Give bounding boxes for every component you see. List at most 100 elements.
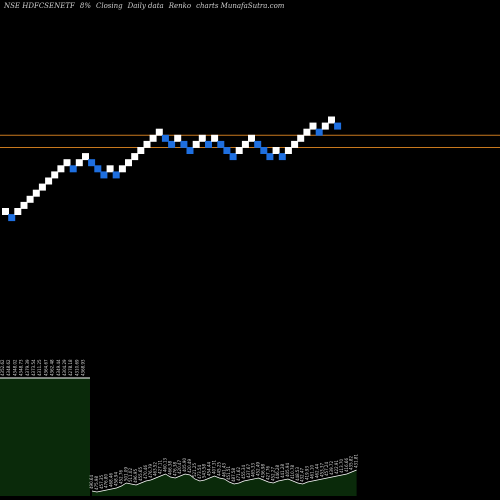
- renko-brick-19: [118, 165, 126, 173]
- volume-area: [92, 470, 357, 496]
- renko-brick-18: [112, 171, 120, 179]
- renko-brick-30: [186, 147, 194, 154]
- volume-label-43: 432.47: [300, 468, 305, 482]
- volume-left-label-2: 4348.02: [12, 359, 17, 376]
- renko-brick-37: [229, 153, 237, 161]
- volume-label-9: 496.95: [133, 469, 138, 483]
- volume-label-31: 455.34: [241, 465, 246, 479]
- volume-left-label-13: 4368.93: [81, 359, 86, 376]
- chart-header: NSE HDFCSENETF 8% Closing Daily data Renko ch…: [4, 2, 289, 10]
- volume-label-42: 448.53: [295, 467, 300, 481]
- renko-brick-46: [284, 147, 292, 154]
- volume-label-8: 511.02: [128, 468, 133, 482]
- volume-label-45: 461.10: [310, 465, 315, 479]
- volume-left-label-8: 4362.48: [50, 359, 55, 376]
- volume-left-block: [0, 378, 90, 496]
- renko-brick-13: [82, 153, 89, 161]
- renko-brick-14: [88, 159, 96, 167]
- renko-brick-5: [32, 189, 40, 197]
- renko-brick-49: [303, 128, 311, 136]
- renko-brick-22: [137, 147, 145, 154]
- renko-brick-50: [309, 122, 317, 130]
- renko-brick-21: [131, 153, 139, 161]
- header-chart-kind: Renko: [168, 2, 192, 10]
- volume-label-14: 427.11: [158, 460, 163, 474]
- renko-brick-8: [51, 171, 59, 179]
- volume-left-label-10: 4304.29: [62, 359, 67, 376]
- volume-label-18: 420.47: [177, 460, 182, 474]
- renko-brick-2: [14, 208, 22, 215]
- renko-brick-27: [168, 140, 176, 148]
- renko-brick-41: [254, 140, 262, 148]
- renko-brick-52: [321, 122, 329, 130]
- volume-label-24: 454.44: [207, 462, 212, 476]
- header-period: Daily data: [127, 2, 164, 10]
- renko-brick-6: [38, 183, 46, 191]
- renko-brick-40: [248, 134, 255, 142]
- volume-label-3: 476.80: [104, 474, 109, 488]
- volume-label-23: 543.58: [202, 464, 207, 478]
- renko-brick-39: [241, 140, 249, 148]
- volume-label-47: 453.37: [319, 463, 324, 477]
- volume-label-46: 462.44: [314, 464, 319, 478]
- volume-label-29: 487.58: [231, 468, 236, 482]
- volume-label-12: 476.79: [148, 464, 153, 478]
- renko-brick-24: [149, 134, 157, 142]
- renko-brick-23: [143, 140, 151, 148]
- volume-label-32: 437.67: [246, 464, 251, 478]
- volume-left-label-9: 4349.44: [56, 359, 61, 376]
- volume-label-51: 413.70: [339, 459, 344, 473]
- renko-brick-35: [217, 140, 225, 148]
- volume-label-26: 445.25: [216, 462, 221, 476]
- renko-brick-16: [100, 171, 108, 179]
- renko-brick-43: [266, 153, 274, 161]
- volume-left-label-7: 4364.67: [43, 359, 48, 376]
- renko-brick-44: [272, 147, 280, 154]
- renko-brick-17: [106, 165, 114, 173]
- volume-label-41: 410.78: [290, 465, 295, 479]
- renko-brick-29: [180, 140, 188, 148]
- renko-brick-0: [2, 208, 9, 215]
- renko-brick-7: [45, 177, 53, 185]
- renko-brick-32: [198, 134, 206, 142]
- volume-label-27: 461.43: [221, 463, 226, 477]
- volume-label-33: 465.33: [251, 463, 256, 477]
- renko-brick-53: [328, 116, 335, 124]
- renko-brick-11: [69, 165, 77, 173]
- header-symbol: NSE HDFCSENETF: [4, 2, 75, 10]
- volume-label-37: 452.27: [270, 467, 275, 481]
- volume-label-28: 451.51: [226, 466, 231, 480]
- volume-label-35: 436.98: [261, 464, 266, 478]
- renko-brick-48: [297, 134, 305, 142]
- volume-line: [91, 469, 357, 493]
- volume-label-38: 446.28: [275, 465, 280, 479]
- volume-label-20: 420.49: [187, 459, 192, 473]
- volume-label-52: 416.66: [344, 458, 349, 472]
- volume-label-13: 463.52: [153, 462, 158, 476]
- volume-label-15: 460.13: [163, 458, 168, 472]
- volume-label-16: 466.38: [167, 461, 172, 475]
- volume-left-label-3: 4348.73: [19, 359, 24, 376]
- volume-label-50: 422.91: [334, 460, 339, 474]
- volume-label-25: 407.31: [212, 460, 217, 474]
- renko-brick-12: [75, 159, 83, 167]
- renko-brick-54: [334, 122, 342, 130]
- renko-brick-45: [278, 153, 286, 161]
- renko-brick-47: [291, 140, 299, 148]
- volume-left-label-4: 4379.39: [25, 359, 30, 376]
- renko-brick-15: [94, 165, 102, 173]
- volume-label-54: 431.81: [354, 454, 359, 468]
- renko-brick-4: [26, 195, 34, 203]
- header-mode: Closing: [95, 2, 123, 10]
- volume-label-4: 468.46: [109, 473, 114, 487]
- volume-label-34: 452.49: [256, 462, 261, 476]
- volume-left-label-5: 4373.54: [31, 359, 36, 376]
- renko-brick-3: [20, 201, 28, 209]
- renko-brick-20: [125, 159, 132, 167]
- renko-brick-1: [8, 214, 16, 222]
- volume-left-label-6: 4311.25: [37, 359, 42, 376]
- header-site: charts MunafaSutra.com: [196, 2, 285, 10]
- volume-label-48: 457.24: [324, 462, 329, 476]
- renko-brick-38: [235, 147, 243, 154]
